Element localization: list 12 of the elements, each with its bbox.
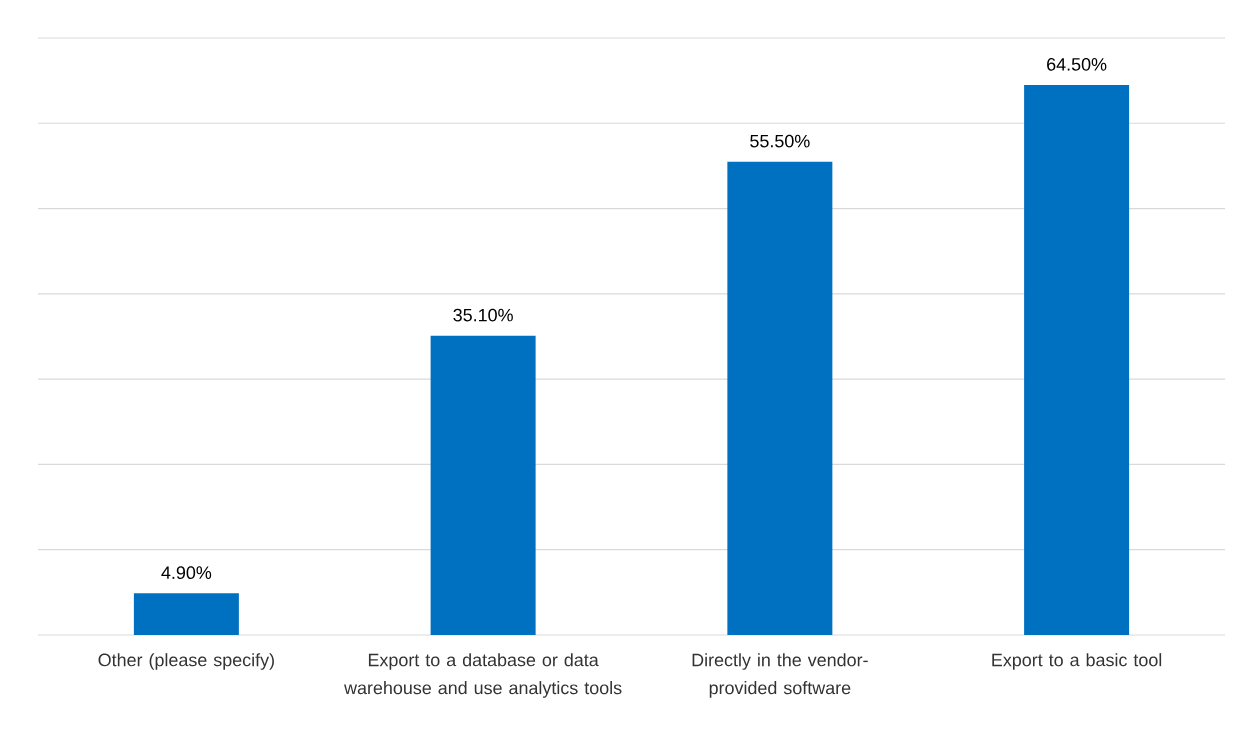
data-label: 4.90% bbox=[161, 566, 212, 579]
bar bbox=[1024, 84, 1130, 635]
bar bbox=[133, 593, 239, 635]
data-label: 35.10% bbox=[453, 308, 513, 322]
data-label: 64.50% bbox=[1047, 57, 1107, 71]
bar bbox=[430, 335, 536, 635]
x-tick-label: Directly in the vendor-provided software bbox=[692, 653, 868, 698]
data-label: 55.50% bbox=[750, 134, 810, 148]
x-tick-label: Export to a basic tool bbox=[992, 653, 1162, 670]
x-tick-label: Other (please specify) bbox=[98, 653, 274, 670]
bar bbox=[727, 161, 833, 635]
x-tick-label: Export to a database or data warehouse and use analytics tools bbox=[344, 653, 622, 698]
